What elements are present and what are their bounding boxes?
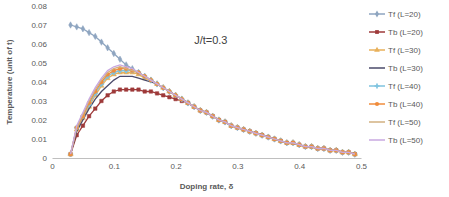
x-tick: 0.1	[109, 158, 121, 171]
legend-marker	[375, 102, 379, 106]
series-marker	[174, 97, 177, 100]
x-axis: 0 0.1 0.2 0.3 0.4 0.5	[50, 158, 367, 171]
legend-item: Tb (L=20)	[369, 28, 423, 37]
series-marker	[93, 33, 97, 39]
x-tick-label: 0.3	[232, 162, 244, 171]
y-tick: 0.08	[31, 2, 52, 11]
legend-item: Tb (L=40)	[369, 100, 423, 109]
legend-item: Tb (L=50)	[369, 136, 423, 145]
x-tick-label: 0.2	[171, 162, 183, 171]
series-line	[71, 25, 355, 154]
y-tick: 0.04	[31, 78, 52, 87]
series-marker	[118, 88, 121, 91]
y-axis-line	[52, 7, 53, 159]
y-axis: 0 0.01 0.02 0.03 0.04 0.05 0.06 0.07 0.08	[31, 2, 52, 163]
series-marker	[94, 107, 97, 110]
series-marker	[162, 94, 165, 97]
series-marker	[106, 45, 110, 51]
x-tick-label: 0.1	[109, 162, 121, 171]
legend-label: Tb (L=30)	[388, 64, 423, 73]
legend-item: Tb (L=30)	[369, 64, 423, 73]
x-tick: 0.2	[171, 158, 183, 171]
series-marker	[143, 90, 146, 93]
series-line	[71, 90, 355, 155]
legend-marker	[375, 11, 379, 18]
legend: Tf (L=20) Tb (L=20) Tf (L=30) Tb (L=30) Tf (…	[369, 10, 423, 145]
legend-swatch	[369, 139, 385, 141]
legend-item: Tf (L=20)	[369, 10, 421, 19]
series-line	[71, 69, 355, 155]
y-tick-label: 0.05	[31, 59, 47, 68]
y-tick: 0.03	[31, 97, 52, 106]
series-marker	[149, 90, 152, 93]
y-tick: 0.06	[31, 40, 52, 49]
legend-swatch	[369, 121, 385, 123]
legend-marker	[374, 83, 379, 88]
legend-label: Tf (L=50)	[388, 118, 421, 127]
legend-label: Tb (L=40)	[388, 100, 423, 109]
y-tick-label: 0.01	[31, 135, 47, 144]
x-tick-label: 0	[50, 162, 55, 171]
series-group	[68, 22, 358, 158]
series-marker	[87, 29, 91, 35]
x-axis-title: Doping rate, δ	[180, 182, 234, 191]
y-tick-label: 0.02	[31, 116, 47, 125]
series-line	[71, 73, 355, 155]
y-tick: 0.02	[31, 116, 52, 125]
series-marker	[131, 88, 134, 91]
y-tick-label: 0.04	[31, 78, 47, 87]
series-marker	[124, 88, 127, 91]
annotation: J/t=0.3	[194, 34, 227, 46]
legend-label: Tf (L=20)	[388, 10, 421, 19]
x-tick-label: 0.5	[356, 162, 368, 171]
series-marker	[75, 24, 79, 30]
legend-item: Tf (L=30)	[369, 46, 421, 55]
legend-swatch	[369, 67, 385, 69]
legend-marker	[374, 47, 380, 52]
series-marker	[81, 124, 84, 127]
y-tick: 0.07	[31, 21, 52, 30]
series-marker	[106, 94, 109, 97]
legend-marker	[375, 30, 379, 34]
x-axis-line	[53, 158, 362, 159]
series-marker	[155, 92, 158, 95]
y-tick-label: 0.06	[31, 40, 47, 49]
y-tick-label: 0.03	[31, 97, 47, 106]
x-tick: 0.3	[232, 158, 244, 171]
y-tick: 0.05	[31, 59, 52, 68]
series-line	[71, 65, 355, 154]
y-tick: 0	[43, 154, 52, 163]
legend-label: Tb (L=50)	[388, 136, 423, 145]
y-tick: 0.01	[31, 135, 52, 144]
y-tick-label: 0.07	[31, 21, 47, 30]
series-line	[71, 71, 355, 155]
y-axis-title: Temperature (unit of t)	[5, 39, 14, 124]
series-line	[71, 67, 355, 154]
x-tick-label: 0.4	[294, 162, 306, 171]
series-marker	[137, 88, 140, 91]
y-tick-label: 0.08	[31, 2, 47, 11]
y-tick-label: 0	[43, 154, 48, 163]
legend-item: Tf (L=50)	[369, 118, 421, 127]
series-marker	[112, 50, 116, 56]
legend-label: Tb (L=20)	[388, 28, 423, 37]
series-marker	[168, 95, 171, 98]
x-tick: 0	[50, 158, 55, 171]
chart: 0 0.1 0.2 0.3 0.4 0.5 0 0.01 0.02 0.03 0.04 0.05 0.0…	[0, 0, 449, 197]
legend-label: Tf (L=30)	[388, 46, 421, 55]
series-marker	[100, 99, 103, 102]
series-marker	[69, 22, 73, 28]
series-line	[71, 76, 355, 154]
plot: 0 0.1 0.2 0.3 0.4 0.5 0 0.01 0.02 0.03 0.04 0.05 0.0…	[31, 2, 367, 171]
legend-item: Tf (L=40)	[369, 82, 421, 91]
legend-label: Tf (L=40)	[388, 82, 421, 91]
series-marker	[118, 56, 122, 62]
series-marker	[87, 114, 90, 117]
x-tick: 0.5	[356, 158, 368, 171]
series-marker	[112, 90, 115, 93]
series-marker	[100, 39, 104, 45]
x-tick: 0.4	[294, 158, 306, 171]
series-marker	[81, 26, 85, 32]
